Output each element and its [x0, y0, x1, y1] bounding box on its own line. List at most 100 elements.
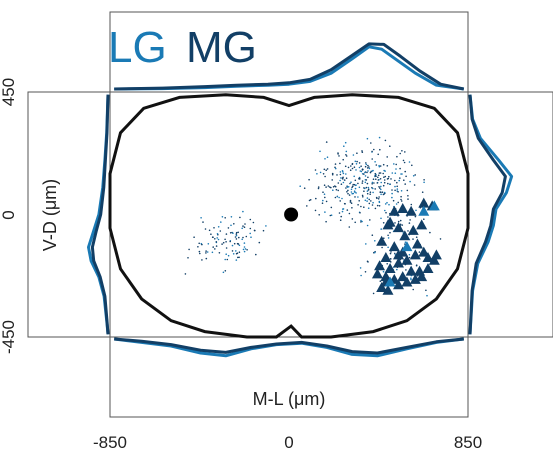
- scatter-dot: [367, 186, 370, 189]
- scatter-dot: [360, 274, 362, 277]
- scatter-dot: [361, 151, 364, 153]
- scatter-dot: [378, 172, 381, 174]
- y-tick-top: 450: [0, 78, 18, 106]
- scatter-dot: [371, 181, 374, 184]
- scatter-dot: [359, 212, 361, 214]
- triangle-marker: [407, 224, 419, 235]
- scatter-dot: [394, 185, 396, 188]
- scatter-dot: [384, 139, 387, 142]
- scatter-dot: [382, 172, 385, 175]
- triangle-marker: [418, 197, 430, 208]
- scatter-dot: [367, 176, 369, 179]
- scatter-dot: [389, 252, 392, 255]
- scatter-dot: [387, 246, 389, 249]
- scatter-dot: [343, 179, 346, 181]
- scatter-dot: [400, 173, 402, 175]
- scatter-dot: [244, 223, 246, 225]
- scatter-dot: [386, 165, 389, 167]
- scatter-dot: [232, 253, 235, 255]
- scatter-dot: [265, 225, 267, 227]
- scatter-dot: [354, 196, 356, 198]
- scatter-dot: [382, 270, 385, 273]
- scatter-dot: [351, 218, 354, 220]
- scatter-dot: [351, 186, 353, 189]
- scatter-dot: [396, 188, 399, 190]
- scatter-dot: [387, 216, 389, 218]
- scatter-dot: [342, 158, 345, 161]
- scatter-dot: [350, 181, 352, 183]
- scatter-dot: [327, 185, 330, 187]
- scatter-dot: [221, 216, 224, 218]
- scatter-dot: [334, 166, 336, 169]
- scatter-dot: [213, 227, 215, 229]
- scatter-dot: [345, 177, 348, 179]
- scatter-dot: [216, 233, 219, 235]
- scatter-dot: [357, 196, 359, 198]
- scatter-dot: [383, 169, 385, 172]
- scatter-dot: [306, 205, 308, 207]
- scatter-dot: [345, 155, 348, 157]
- scatter-dot: [380, 228, 383, 230]
- scatter-dot: [418, 251, 421, 253]
- scatter-dot: [387, 182, 389, 185]
- scatter-dot: [360, 165, 362, 167]
- scatter-dot: [187, 257, 189, 259]
- scatter-dot: [322, 191, 324, 193]
- scatter-dot: [400, 198, 402, 201]
- scatter-dot: [249, 232, 251, 235]
- scatter-dot: [348, 194, 351, 196]
- scatter-dot: [319, 150, 321, 153]
- scatter-dot: [230, 224, 232, 227]
- scatter-dot: [361, 180, 364, 182]
- scatter-dot: [360, 219, 362, 222]
- scatter-dot: [237, 256, 239, 259]
- scatter-dot: [351, 162, 354, 165]
- scatter-dot: [371, 150, 373, 153]
- scatter-dot: [361, 220, 363, 223]
- scatter-dot: [359, 267, 362, 269]
- scatter-dot: [325, 169, 328, 171]
- scatter-dot: [387, 234, 389, 237]
- scatter-dot: [334, 167, 337, 170]
- scatter-dot: [380, 188, 382, 191]
- scatter-dot: [352, 183, 355, 186]
- scatter-dot: [390, 251, 392, 253]
- scatter-dot: [205, 250, 207, 252]
- scatter-dot: [329, 214, 332, 217]
- scatter-dot: [388, 203, 390, 206]
- scatter-dot: [355, 192, 357, 194]
- scatter-dot: [369, 219, 371, 221]
- scatter-dot: [258, 241, 261, 244]
- scatter-dot: [368, 198, 371, 201]
- scatter-dot: [214, 238, 216, 240]
- scatter-dot: [404, 170, 407, 173]
- triangle-marker: [418, 205, 430, 216]
- scatter-dot: [367, 170, 369, 172]
- scatter-dot: [395, 203, 398, 205]
- scatter-dot: [395, 168, 397, 170]
- scatter-dot: [405, 175, 407, 178]
- spinal-cord-outline: [108, 93, 470, 339]
- triangle-marker: [397, 203, 409, 214]
- scatter-dot: [226, 258, 229, 261]
- scatter-dot: [396, 268, 398, 271]
- scatter-dot: [354, 187, 357, 190]
- scatter-dot: [375, 178, 377, 180]
- scatter-dot: [346, 186, 349, 188]
- scatter-dot: [362, 196, 364, 198]
- scatter-dot: [409, 180, 411, 183]
- scatter-dot: [323, 184, 326, 186]
- scatter-dot: [394, 172, 397, 174]
- scatter-dot: [330, 186, 332, 189]
- scatter-dot: [383, 191, 386, 194]
- scatter-dot: [235, 259, 238, 261]
- right-marginal-frame: [467, 91, 553, 338]
- scatter-dot: [201, 243, 203, 246]
- scatter-dot: [217, 238, 220, 241]
- scatter-dot: [346, 191, 348, 193]
- triangle-marker: [422, 252, 434, 263]
- scatter-dot: [342, 172, 345, 175]
- marginal-right-mg: [468, 94, 507, 335]
- triangle-marker: [409, 273, 421, 284]
- triangle-marker: [428, 200, 440, 211]
